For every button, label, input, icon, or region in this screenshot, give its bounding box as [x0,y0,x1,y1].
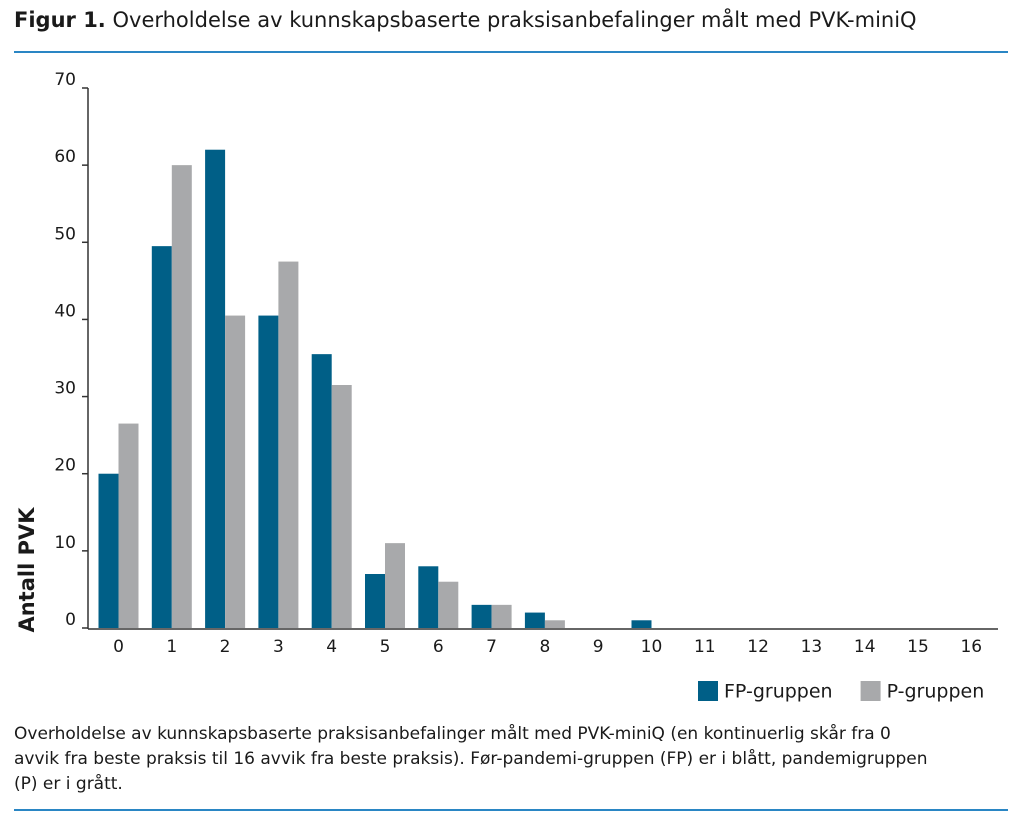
bar [98,473,119,628]
bar [118,423,139,628]
x-tick-label: 9 [593,637,604,657]
bar [225,315,246,628]
x-tick-label: 16 [960,637,982,657]
x-tick-label: 14 [854,637,876,657]
bar [385,543,405,628]
x-tick-label: 12 [747,637,769,657]
y-tick-label: 20 [54,456,76,476]
header: Figur 1. Overholdelse av kunnskapsbasert… [14,8,917,32]
bar [365,574,385,628]
bar [491,604,512,628]
bar [278,261,299,628]
bar [151,246,172,628]
bar [524,612,545,628]
x-tick-label: 5 [380,637,391,657]
y-tick-label: 10 [54,533,76,553]
bar [438,581,459,628]
bar [631,620,652,628]
x-tick-label: 0 [113,637,124,657]
x-tick-label: 10 [641,637,663,657]
y-tick-label: 0 [65,610,76,630]
x-tick-label: 13 [801,637,823,657]
bar [418,566,439,628]
figure-label: Figur 1. [14,8,106,32]
y-tick-label: 30 [54,379,76,399]
x-tick-label: 11 [694,637,716,657]
bar [171,165,192,628]
x-tick-label: 6 [433,637,444,657]
x-tick-label: 2 [220,637,231,657]
y-tick-label: 60 [54,147,76,167]
divider [14,51,1008,53]
x-tick-label: 7 [486,637,497,657]
x-tick-label: 3 [273,637,284,657]
bar [331,385,352,628]
x-tick-label: 4 [326,637,337,657]
bar [471,604,492,628]
bar [258,315,279,628]
y-tick-label: 70 [54,70,76,90]
bar [205,149,226,628]
legend-swatch [860,681,881,701]
chart-title: Overholdelse av kunnskapsbaserte praksis… [112,8,917,32]
divider [14,809,1008,811]
y-tick-label: 40 [54,301,76,321]
x-tick-label: 8 [539,637,550,657]
legend-label: P-gruppen [887,681,985,703]
y-axis-label: Antall PVK [15,507,39,633]
x-tick-label: 15 [907,637,929,657]
bar [544,620,565,628]
legend-swatch [698,681,718,701]
x-tick-label: 1 [166,637,177,657]
y-tick-label: 50 [54,224,76,244]
legend-label: FP-gruppen [724,681,833,703]
bar [311,354,332,628]
caption: Overholdelse av kunnskapsbaserte praksis… [14,724,928,794]
